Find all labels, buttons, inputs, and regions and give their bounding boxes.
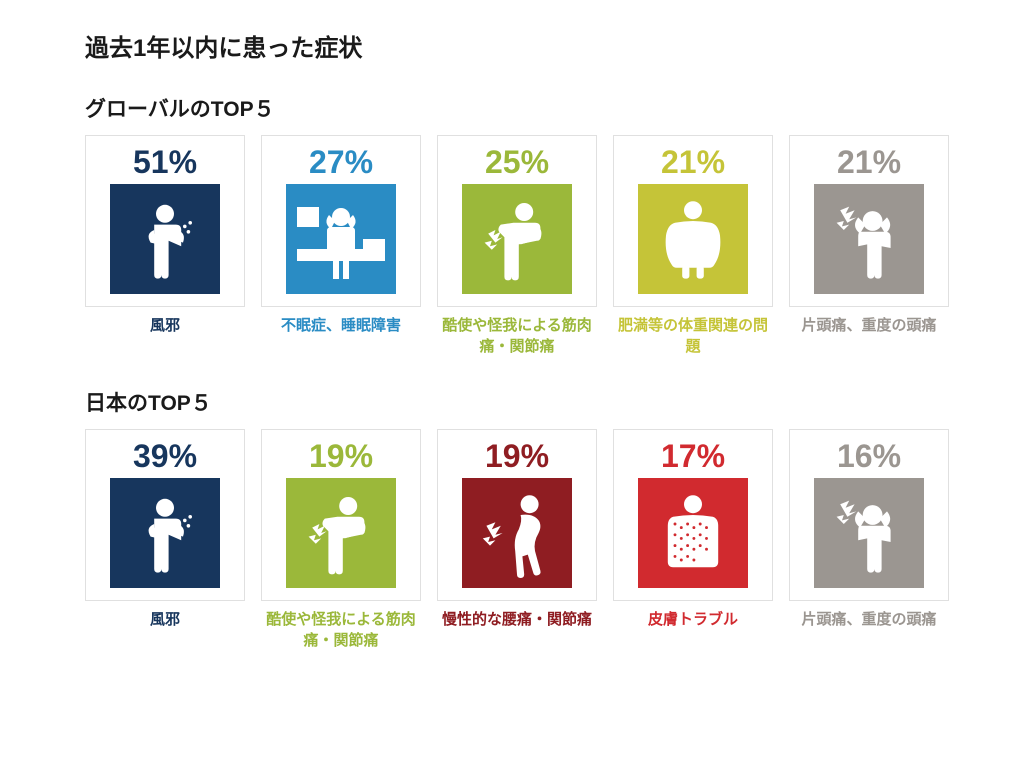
symptom-label: 皮膚トラブル bbox=[613, 609, 773, 630]
percentage-value: 16% bbox=[837, 440, 901, 472]
percentage-value: 19% bbox=[309, 440, 373, 472]
muscle-icon bbox=[286, 478, 396, 588]
symptom-column: 51% 風邪 bbox=[85, 135, 245, 357]
section-japan: 日本のTOP５ 39% 風邪19% 酷使や怪我による筋肉痛・関節痛19% bbox=[50, 387, 973, 651]
section-heading: グローバルのTOP５ bbox=[85, 93, 973, 123]
card-row: 39% 風邪19% 酷使や怪我による筋肉痛・関節痛19% bbox=[85, 429, 973, 651]
symptom-label: 片頭痛、重度の頭痛 bbox=[789, 609, 949, 630]
percentage-value: 25% bbox=[485, 146, 549, 178]
backpain-icon bbox=[462, 478, 572, 588]
headache-icon bbox=[814, 184, 924, 294]
symptom-column: 27% 不眠症、睡眠障害 bbox=[261, 135, 421, 357]
symptom-label: 片頭痛、重度の頭痛 bbox=[789, 315, 949, 336]
symptom-card: 51% bbox=[85, 135, 245, 307]
symptom-column: 19% 酷使や怪我による筋肉痛・関節痛 bbox=[261, 429, 421, 651]
obesity-icon bbox=[638, 184, 748, 294]
cold-icon bbox=[110, 478, 220, 588]
percentage-value: 17% bbox=[661, 440, 725, 472]
symptom-column: 17% 皮膚トラブル bbox=[613, 429, 773, 651]
symptom-card: 19% bbox=[437, 429, 597, 601]
symptom-card: 21% bbox=[613, 135, 773, 307]
symptom-card: 39% bbox=[85, 429, 245, 601]
symptom-column: 21% 片頭痛、重度の頭痛 bbox=[789, 135, 949, 357]
skin-icon bbox=[638, 478, 748, 588]
percentage-value: 39% bbox=[133, 440, 197, 472]
symptom-card: 19% bbox=[261, 429, 421, 601]
symptom-card: 16% bbox=[789, 429, 949, 601]
percentage-value: 19% bbox=[485, 440, 549, 472]
symptom-label: 酷使や怪我による筋肉痛・関節痛 bbox=[437, 315, 597, 357]
symptom-label: 肥満等の体重関連の問題 bbox=[613, 315, 773, 357]
symptom-card: 25% bbox=[437, 135, 597, 307]
symptom-column: 39% 風邪 bbox=[85, 429, 245, 651]
percentage-value: 27% bbox=[309, 146, 373, 178]
section-heading: 日本のTOP５ bbox=[85, 387, 973, 417]
symptom-card: 17% bbox=[613, 429, 773, 601]
percentage-value: 51% bbox=[133, 146, 197, 178]
symptom-label: 風邪 bbox=[85, 609, 245, 630]
section-global: グローバルのTOP５ 51% 風邪27% 不眠症、睡眠障害25% bbox=[50, 93, 973, 357]
symptom-card: 27% bbox=[261, 135, 421, 307]
symptom-label: 慢性的な腰痛・関節痛 bbox=[437, 609, 597, 630]
card-row: 51% 風邪27% 不眠症、睡眠障害25% bbox=[85, 135, 973, 357]
symptom-card: 21% bbox=[789, 135, 949, 307]
percentage-value: 21% bbox=[837, 146, 901, 178]
symptom-label: 風邪 bbox=[85, 315, 245, 336]
percentage-value: 21% bbox=[661, 146, 725, 178]
symptom-column: 25% 酷使や怪我による筋肉痛・関節痛 bbox=[437, 135, 597, 357]
symptom-column: 16% 片頭痛、重度の頭痛 bbox=[789, 429, 949, 651]
headache-icon bbox=[814, 478, 924, 588]
page-title: 過去1年以内に患った症状 bbox=[85, 28, 973, 63]
symptom-label: 酷使や怪我による筋肉痛・関節痛 bbox=[261, 609, 421, 651]
cold-icon bbox=[110, 184, 220, 294]
insomnia-icon bbox=[286, 184, 396, 294]
muscle-icon bbox=[462, 184, 572, 294]
symptom-label: 不眠症、睡眠障害 bbox=[261, 315, 421, 336]
symptom-column: 19% 慢性的な腰痛・関節痛 bbox=[437, 429, 597, 651]
symptom-column: 21% 肥満等の体重関連の問題 bbox=[613, 135, 773, 357]
